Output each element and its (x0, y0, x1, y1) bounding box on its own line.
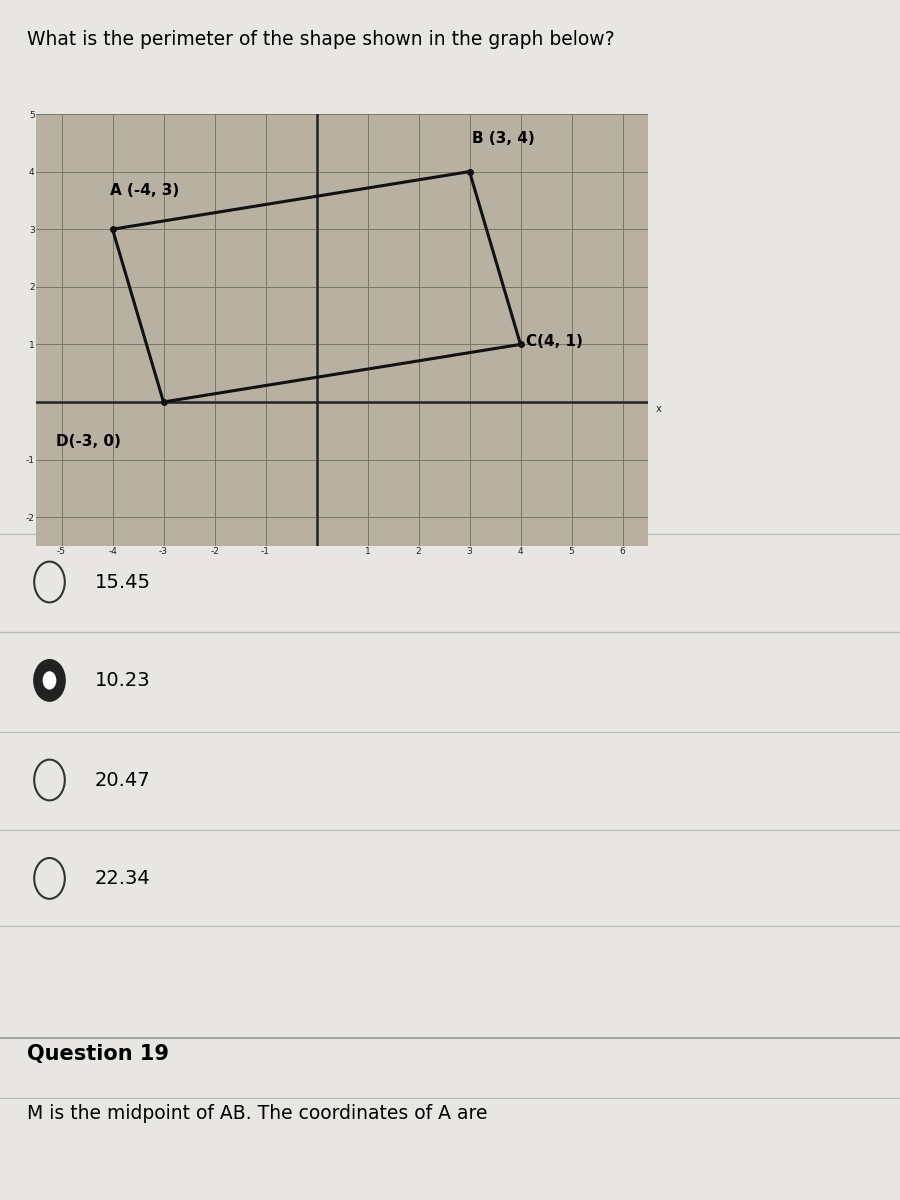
Text: 15.45: 15.45 (94, 572, 150, 592)
Circle shape (34, 660, 65, 701)
Text: A (-4, 3): A (-4, 3) (110, 182, 179, 198)
Text: What is the perimeter of the shape shown in the graph below?: What is the perimeter of the shape shown… (27, 30, 615, 49)
Text: 10.23: 10.23 (94, 671, 150, 690)
Text: D(-3, 0): D(-3, 0) (57, 433, 122, 449)
Text: B (3, 4): B (3, 4) (472, 131, 535, 145)
Text: x: x (656, 404, 662, 414)
Text: M is the midpoint of AB. The coordinates of A are: M is the midpoint of AB. The coordinates… (27, 1104, 488, 1123)
Text: 22.34: 22.34 (94, 869, 150, 888)
Circle shape (42, 671, 57, 690)
Text: Question 19: Question 19 (27, 1044, 169, 1064)
Text: C(4, 1): C(4, 1) (526, 334, 582, 349)
Text: 20.47: 20.47 (94, 770, 150, 790)
